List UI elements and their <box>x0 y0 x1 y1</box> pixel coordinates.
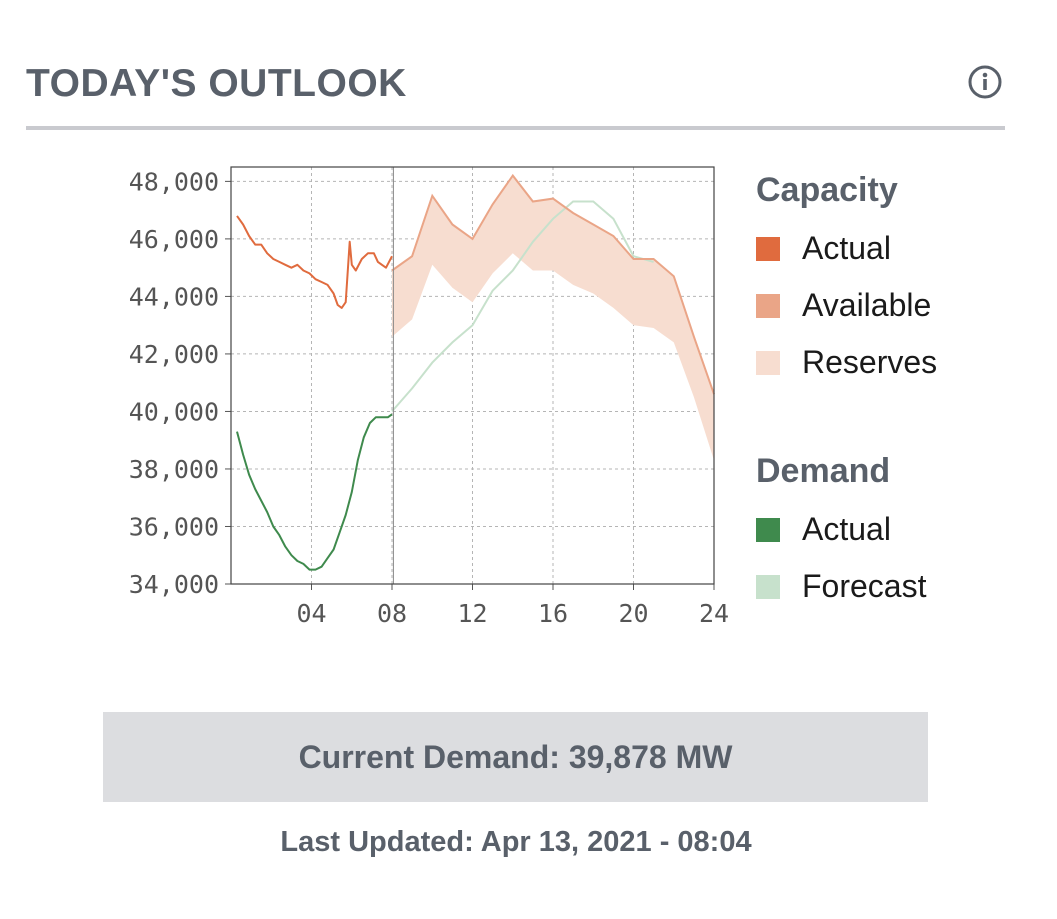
legend-label: Actual <box>802 511 891 547</box>
demand-actual-swatch <box>756 518 780 542</box>
current-demand-box: Current Demand: 39,878 MW <box>103 712 928 802</box>
legend-item-capacity-available: Available <box>756 277 1036 334</box>
demand-actual-line <box>236 413 393 571</box>
y-tick-label: 36,000 <box>129 512 219 541</box>
y-tick-label: 46,000 <box>129 225 219 254</box>
page-title: TODAY'S OUTLOOK <box>26 62 407 105</box>
legend-item-demand-actual: Actual <box>756 501 1036 558</box>
x-tick-label: 04 <box>296 599 326 628</box>
x-tick-label: 16 <box>538 599 568 628</box>
legend-item-capacity-actual: Actual <box>756 220 1036 277</box>
y-tick-label: 42,000 <box>129 340 219 369</box>
capacity-actual-line <box>236 215 393 309</box>
legend-demand-heading: Demand <box>756 452 891 490</box>
capacity-reserves-swatch <box>756 351 780 375</box>
legend-label: Available <box>802 287 932 323</box>
reserves-band <box>392 175 714 461</box>
x-tick-label: 20 <box>618 599 648 628</box>
capacity-actual-swatch <box>756 237 780 261</box>
capacity-available-line <box>391 173 715 395</box>
outlook-header: TODAY'S OUTLOOK <box>26 56 1005 130</box>
y-tick-label: 34,000 <box>129 570 219 599</box>
demand-forecast-line <box>391 200 654 413</box>
legend-item-demand-forecast: Forecast <box>756 558 1036 615</box>
last-updated-text: Last Updated: Apr 13, 2021 - 08:04 <box>280 826 752 858</box>
y-tick-label: 38,000 <box>129 455 219 484</box>
legend-item-capacity-reserves: Reserves <box>756 334 1036 391</box>
legend-label: Actual <box>802 230 891 266</box>
plot-frame <box>230 166 715 585</box>
y-tick-label: 40,000 <box>129 397 219 426</box>
legend-label: Reserves <box>802 344 938 380</box>
chart-legend: Capacity Actual Available Reserves Deman… <box>756 170 1036 615</box>
y-tick-label: 44,000 <box>129 282 219 311</box>
x-tick-label: 12 <box>457 599 487 628</box>
demand-forecast-swatch <box>756 575 780 599</box>
outlook-chart: 34,000 36,000 38,000 40,000 42,000 44,000 46,0… <box>129 166 729 628</box>
info-icon[interactable] <box>967 64 1003 100</box>
legend-capacity-heading: Capacity <box>756 171 898 209</box>
legend-label: Forecast <box>802 568 927 604</box>
y-tick-label: 48,000 <box>129 167 219 196</box>
x-tick-label: 08 <box>377 599 407 628</box>
capacity-available-swatch <box>756 294 780 318</box>
x-tick-label: 24 <box>699 599 729 628</box>
